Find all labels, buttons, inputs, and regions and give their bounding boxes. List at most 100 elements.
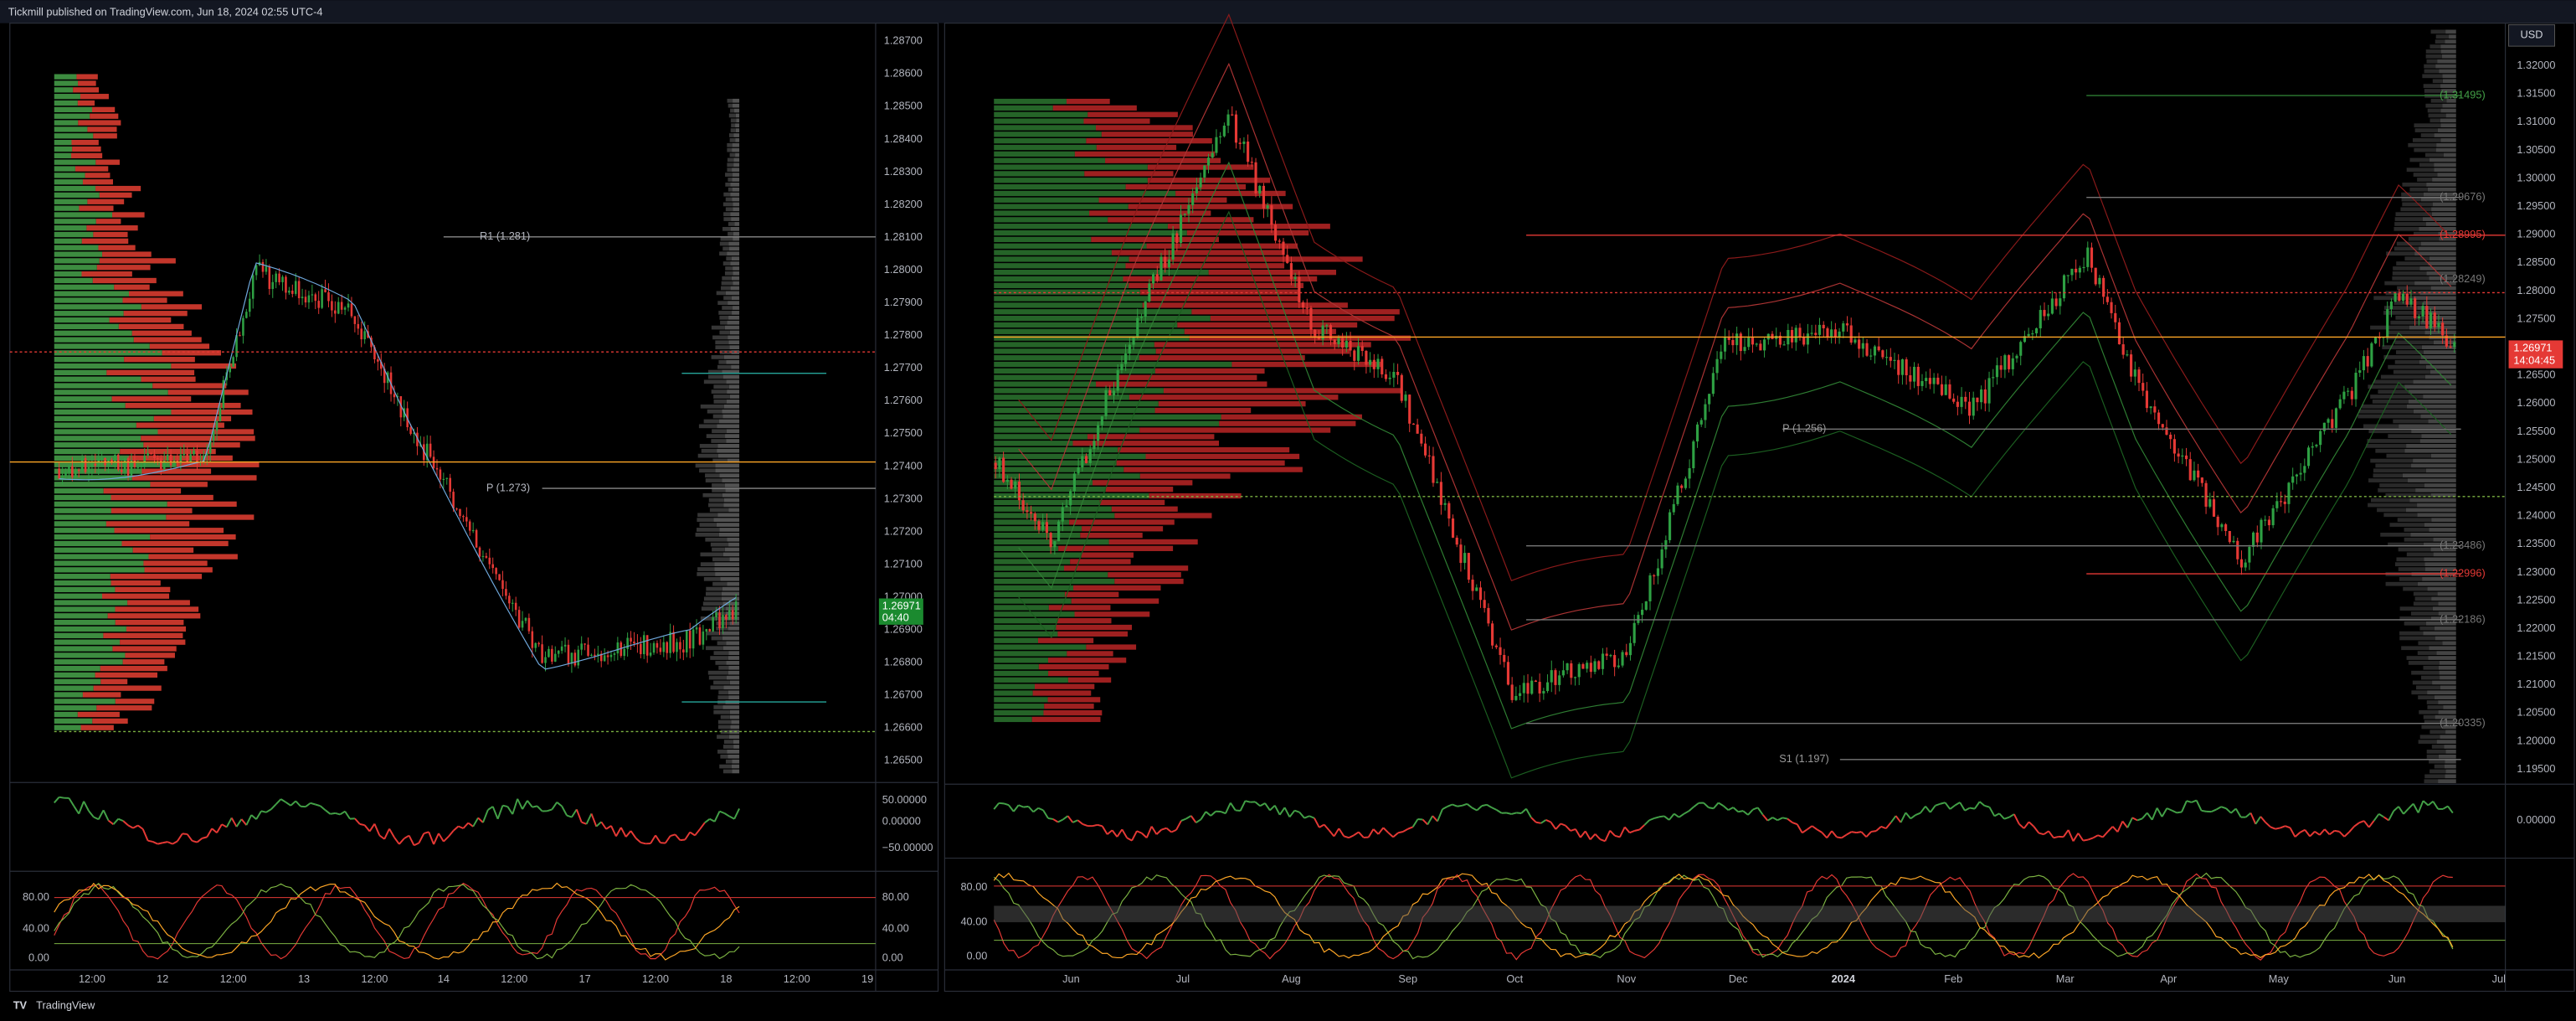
oscillator: [1303, 815, 1310, 819]
volume-bar: [994, 532, 1081, 539]
candle-body: [1613, 655, 1617, 668]
volume-bar: [713, 705, 723, 709]
oscillator: [250, 814, 257, 820]
candle-body: [363, 331, 366, 340]
candle-body: [725, 615, 728, 620]
oscillator: [93, 816, 100, 821]
label: 17: [579, 972, 591, 985]
volume-bar: [721, 596, 740, 601]
candle-body: [1010, 479, 1013, 489]
oscillator: [354, 817, 361, 825]
oscillator: [315, 803, 321, 807]
volume-bar: [1139, 473, 1231, 479]
candle-body: [1191, 193, 1195, 206]
volume-bar: [98, 245, 136, 250]
volume-bar: [695, 463, 716, 468]
volume-bar: [717, 735, 729, 740]
oscillator: [1929, 805, 1936, 813]
oscillator: [581, 821, 587, 825]
volume-bar: [726, 641, 740, 646]
candle-body: [491, 564, 494, 569]
oscillator: [1545, 819, 1551, 823]
volume-bar: [697, 528, 720, 532]
candle-body: [1561, 670, 1565, 676]
volume-bar: [2431, 596, 2456, 601]
oscillator: [295, 800, 301, 807]
oscillator: [1476, 805, 1483, 812]
volume-bar: [2439, 670, 2456, 675]
volume-bar: [729, 246, 740, 251]
oscillator: [1372, 828, 1380, 835]
volume-bar: [2414, 147, 2436, 152]
volume-bar: [2429, 730, 2446, 735]
volume-bar: [2393, 419, 2429, 424]
oscillator: [245, 814, 253, 826]
oscillator: [1570, 828, 1576, 832]
label: 18: [720, 972, 732, 985]
volume-bar: [2387, 330, 2425, 335]
volume-bar: [1047, 697, 1101, 703]
label: 1.31500: [2517, 87, 2555, 100]
volume-bar: [733, 98, 740, 103]
label: 80.00: [960, 880, 987, 893]
currency-button[interactable]: [2508, 24, 2555, 47]
candle-body: [1159, 256, 1163, 281]
volume-bar: [125, 402, 241, 409]
oscillator: [1101, 825, 1108, 835]
candle-body: [1298, 276, 1301, 302]
volume-bar: [1073, 585, 1161, 591]
volume-bar: [54, 106, 93, 113]
volume-bar: [728, 315, 740, 320]
volume-bar: [2441, 89, 2456, 93]
volume-bar: [54, 436, 141, 441]
oscillator: [1520, 807, 1527, 814]
candle-body: [2142, 383, 2145, 391]
label: 1.27800: [884, 328, 923, 341]
oscillator: [556, 802, 563, 807]
oscillator: [1319, 823, 1325, 828]
oscillator: [630, 830, 637, 839]
oscillator: [1027, 806, 1035, 813]
volume-bar: [79, 205, 114, 211]
volume-bar: [54, 363, 172, 369]
volume-bar: [728, 301, 740, 306]
oscillator: [1560, 822, 1566, 827]
volume-bar: [2398, 547, 2431, 552]
candle-body: [2050, 298, 2054, 314]
candle-body: [1861, 343, 1864, 349]
candle-body: [2299, 472, 2302, 475]
volume-bar: [722, 414, 740, 419]
oscillator: [650, 834, 656, 844]
volume-bar: [2414, 596, 2432, 601]
volume-bar: [728, 178, 733, 182]
candle-body: [150, 452, 152, 455]
volume-bar: [712, 483, 726, 487]
volume-bar: [1058, 545, 1174, 551]
oscillator: [127, 824, 134, 829]
oscillator: [522, 800, 528, 810]
oscillator: [68, 797, 75, 807]
volume-bar: [994, 302, 1143, 308]
oscillator: [2244, 812, 2252, 818]
candle-body: [2078, 267, 2081, 273]
volume-bar: [2438, 709, 2456, 714]
oscillator: [2348, 825, 2355, 833]
candle-body: [524, 617, 527, 621]
volume-bar: [54, 593, 103, 599]
volume-bar: [730, 118, 737, 123]
oscillator: [2087, 837, 2094, 841]
candle-body: [1641, 609, 1644, 616]
candle-body: [377, 359, 379, 362]
volume-bar: [87, 126, 117, 132]
oscillator: [132, 824, 139, 829]
volume-bar: [994, 618, 1057, 624]
candle-body: [676, 642, 678, 652]
volume-bar: [2423, 631, 2456, 636]
label: Jun: [2388, 972, 2406, 985]
oscillator: [2215, 806, 2222, 811]
candle-body: [1329, 325, 1333, 340]
oscillator: [496, 805, 504, 820]
volume-bar: [125, 652, 175, 658]
oscillator: [1629, 829, 1635, 834]
oscillator: [2092, 834, 2099, 839]
